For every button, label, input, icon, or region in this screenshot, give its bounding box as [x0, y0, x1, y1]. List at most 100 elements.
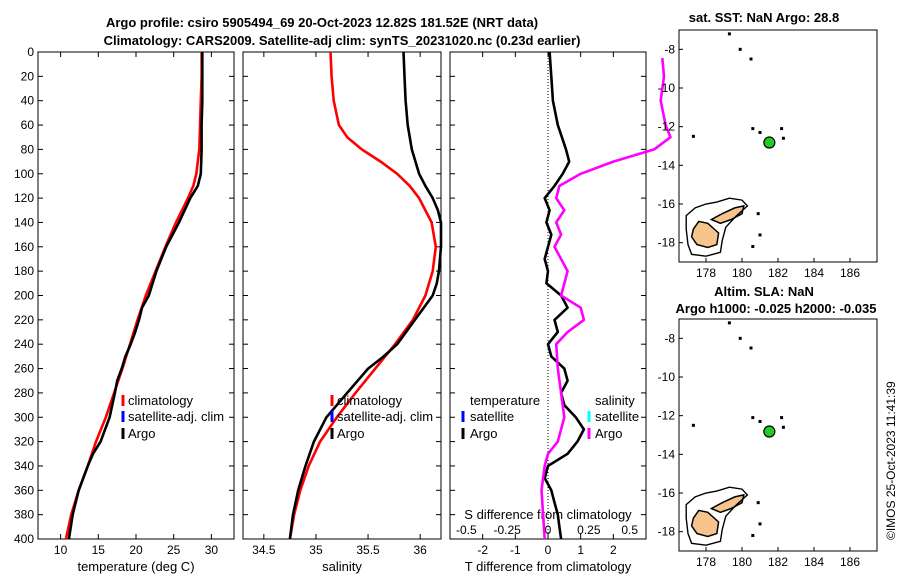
imos-timestamp: ©IMOS 25-Oct-2023 11:41:39 [884, 381, 898, 540]
y-tick-label: 400 [14, 532, 34, 546]
temperature-legend: climatology satellite-adj. clim Argo [121, 393, 224, 441]
y-tick-label: -14 [658, 158, 676, 172]
series-line-climatology [288, 51, 438, 540]
legend-climatology-label: climatology [128, 393, 194, 408]
y-tick-label: 220 [14, 313, 34, 327]
y-tick-label: -16 [658, 197, 676, 211]
x2-tick-label: 0.25 [577, 523, 601, 537]
legend-argo-label: Argo [337, 426, 364, 441]
y-tick-label: 60 [21, 118, 35, 132]
y-tick-label: -12 [658, 409, 676, 423]
island [758, 522, 762, 526]
x-tick-label: 30 [205, 543, 219, 557]
x-tick-label: 20 [129, 543, 143, 557]
plot-frame [37, 51, 235, 540]
y-tick-label: -8 [664, 42, 675, 56]
y-tick-label: -10 [658, 81, 676, 95]
argo-float-marker [763, 136, 776, 149]
y-tick-label: -18 [658, 236, 676, 250]
island [749, 57, 753, 61]
island [727, 321, 731, 325]
island [751, 127, 755, 131]
island [738, 47, 742, 51]
island [751, 245, 755, 249]
x-tick-label: 180 [732, 266, 752, 280]
sst-map-panel: 178 180 182 184 186 -8 -10 -12 -14 -16 -18 [658, 29, 878, 280]
title-line-2: Climatology: CARS2009. Satellite-adj cli… [104, 33, 581, 48]
x-axis-label: temperature (deg C) [77, 559, 194, 574]
x-tick-label: 184 [804, 266, 824, 280]
island [738, 336, 742, 340]
reef-outline [685, 197, 749, 257]
sla-map-panel: 178 180 182 184 186 -8 -10 -12 -14 -16 -18 [658, 318, 878, 569]
legend-t-argo-label: Argo [470, 426, 497, 441]
sla-map-title-1: Altim. SLA: NaN [714, 284, 814, 299]
legend-salinity-heading: salinity [595, 393, 635, 408]
island [751, 416, 755, 420]
x2-tick-label: 0 [545, 523, 552, 537]
temperature-panel: 0 20 40 60 80 100 120 140 160 180 200 220 240 260 280 3… [14, 45, 235, 574]
x-tick-label: 1 [577, 543, 584, 557]
island [780, 127, 784, 131]
x2-tick-label: -0.25 [493, 523, 521, 537]
island [758, 130, 762, 134]
y-tick-label: 120 [14, 191, 34, 205]
x-tick-label: 182 [768, 555, 788, 569]
land-viti-levu [690, 220, 720, 249]
map-frame [678, 318, 878, 552]
y-tick-label: 80 [21, 142, 35, 156]
difference-panel: -2 -1 0 1 2 T difference from climatology S di… [449, 51, 672, 574]
y-tick-label: 100 [14, 167, 34, 181]
legend-climatology-label: climatology [337, 393, 403, 408]
x-tick-label: 10 [54, 543, 68, 557]
y-tick-label: 0 [27, 45, 34, 59]
x-tick-label: -2 [477, 543, 488, 557]
island [756, 212, 760, 216]
y-tick-label: 300 [14, 410, 34, 424]
island [780, 416, 784, 420]
legend-satellite-adj-label: satellite-adj. clim [337, 409, 433, 424]
map-frame [678, 29, 878, 263]
x-axis-label: T difference from climatology [465, 559, 632, 574]
title-line-1: Argo profile: csiro 5905494_69 20-Oct-20… [106, 15, 538, 30]
x-tick-label: 0 [545, 543, 552, 557]
x2-tick-label: 0.5 [621, 523, 638, 537]
land-viti-levu [690, 509, 720, 538]
y-tick-label: 260 [14, 362, 34, 376]
salinity-panel: 34.5 35 35.5 36 salinity [242, 51, 443, 574]
x-tick-label: -1 [510, 543, 521, 557]
island [691, 134, 695, 138]
x-tick-label: 180 [732, 555, 752, 569]
island [756, 501, 760, 505]
y-tick-label: 140 [14, 215, 34, 229]
x-axis-label: salinity [322, 559, 362, 574]
y-tick-label: -8 [664, 331, 675, 345]
x-tick-label: 15 [92, 543, 106, 557]
y-tick-label: 20 [21, 69, 35, 83]
x-tick-label: 186 [840, 555, 860, 569]
island [749, 346, 753, 350]
y-tick-label: 360 [14, 483, 34, 497]
legend-satellite-adj-label: satellite-adj. clim [128, 409, 224, 424]
y-tick-label: 340 [14, 459, 34, 473]
y-tick-label: 200 [14, 289, 34, 303]
x-tick-label: 184 [804, 555, 824, 569]
series-line-Argo [288, 51, 443, 540]
island [781, 425, 785, 429]
y-tick-label: 180 [14, 264, 34, 278]
legend-t-satellite-label: satellite [470, 409, 514, 424]
y-tick-label: 380 [14, 508, 34, 522]
reef-outline [685, 486, 749, 546]
salinity-legend: climatology satellite-adj. clim Argo [330, 393, 433, 441]
y-tick-label: 160 [14, 240, 34, 254]
x-tick-label: 35 [309, 543, 323, 557]
legend-s-satellite-label: satellite [595, 409, 639, 424]
x2-tick-label: -0.5 [456, 523, 477, 537]
island [781, 136, 785, 140]
series-line-salinity [540, 57, 672, 540]
y-tick-label: -10 [658, 370, 676, 384]
y-tick-label: -14 [658, 447, 676, 461]
y-tick-label: 240 [14, 337, 34, 351]
x-tick-label: 2 [610, 543, 617, 557]
y-tick-label: 320 [14, 435, 34, 449]
